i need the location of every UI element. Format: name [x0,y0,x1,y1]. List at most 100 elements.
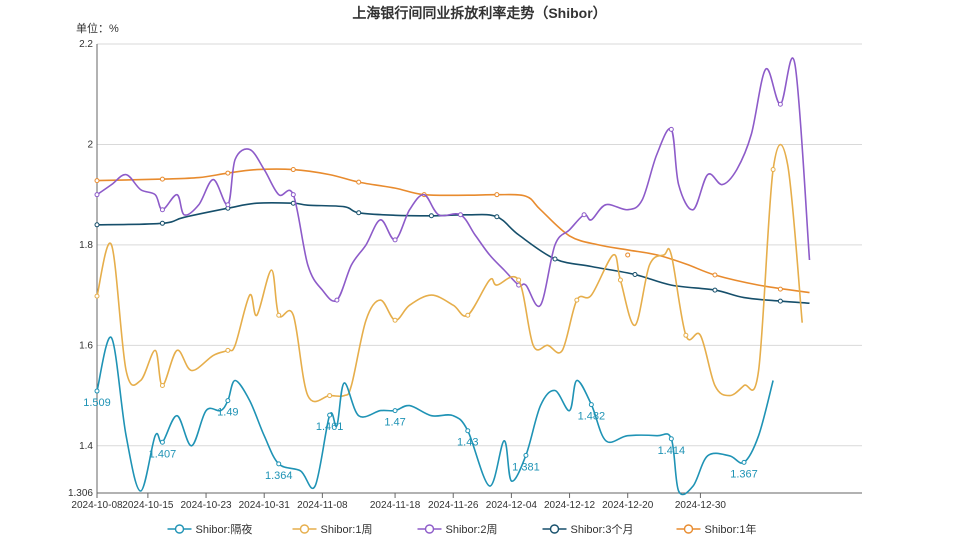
series-group-3 [94,57,811,308]
legend-item-3: Shibor:2周 [417,523,498,536]
data-point [94,178,100,184]
data-point [327,393,333,399]
legend-label: Shibor:隔夜 [196,522,253,536]
data-point [494,192,500,198]
data-point [94,222,100,228]
series-group-4 [94,200,810,304]
data-point [392,317,398,323]
data-point [225,398,231,404]
y-tick-label: 1.306 [68,488,93,499]
x-tick-label: 2024-12-20 [602,500,654,511]
data-point [94,192,100,198]
series-line-5 [96,168,810,294]
data-point [94,388,100,394]
series-group-5 [94,167,810,294]
y-tick-label: 1.8 [79,240,93,251]
data-point [552,256,558,262]
data-point [777,286,783,292]
data-point [494,214,500,220]
x-tick-label: 2024-12-30 [675,500,727,511]
data-label: 1.381 [512,461,540,473]
data-point [225,170,231,176]
data-label: 1.43 [457,437,478,449]
data-point [159,220,165,226]
data-point [632,272,638,278]
data-point [668,436,674,442]
series-group-1: 1.509 1.407 1.49 1.364 1.461 1.47 1.43 1.381 1.4… [83,336,774,496]
data-point [392,408,398,414]
data-point [392,237,398,243]
x-tick-label: 2024-11-26 [428,500,479,511]
legend-item-1: Shibor:隔夜 [167,522,253,536]
data-point [159,439,165,445]
y-tick-label: 1.6 [79,340,93,351]
data-label: 1.367 [730,468,758,480]
data-point [683,332,689,338]
legend-label: Shibor:3个月 [571,523,634,536]
data-point [625,252,631,258]
data-point [458,212,463,218]
legend-label: Shibor:2周 [446,523,498,536]
unit-label: 单位：% [76,23,119,35]
chart-title: 上海银行间同业拆放利率走势（Shibor） [352,5,607,21]
data-point [327,412,333,418]
series-line-4 [96,201,810,304]
x-tick-label: 2024-12-04 [486,500,538,511]
x-tick-label: 2024-10-31 [239,500,291,511]
data-point [581,212,587,218]
data-point [356,179,362,185]
data-point [588,402,594,408]
data-point [428,213,434,219]
legend-swatch-marker [683,524,694,534]
data-point [712,287,718,293]
y-tick-label: 2 [87,139,93,150]
data-label: 1.461 [316,421,344,433]
data-label: 1.364 [265,470,293,482]
data-point [712,272,718,278]
legend-swatch-marker [549,524,560,534]
y-tick-label: 1.4 [79,441,93,452]
data-point [668,126,674,132]
data-label: 1.49 [217,407,238,419]
y-tick-label: 2.2 [79,39,93,50]
data-label: 1.407 [149,448,177,460]
series-line-1 [96,336,774,496]
data-point [334,297,340,303]
data-label: 1.414 [658,445,686,457]
data-point [777,298,783,304]
series-line-3 [96,57,811,308]
legend-item-4: Shibor:3个月 [542,523,634,536]
data-point [465,312,471,318]
data-label: 1.509 [83,397,111,409]
legend-item-2: Shibor:1周 [292,523,373,536]
x-tick-label: 2024-10-15 [122,500,174,511]
data-point [523,452,529,458]
data-label: 1.482 [578,411,606,423]
data-point [741,459,747,465]
data-point [356,210,362,216]
legend-label: Shibor:1周 [321,523,373,536]
data-point [94,293,100,299]
legend-swatch-marker [299,524,310,534]
data-point [159,207,165,213]
data-point [225,347,231,353]
data-point [770,167,776,173]
x-tick-label: 2024-11-08 [297,500,348,511]
data-point [290,167,296,173]
data-point [159,176,165,182]
legend-label: Shibor:1年 [705,522,757,536]
data-point [777,101,783,107]
data-label: 1.47 [384,417,405,429]
x-tick-label: 2024-10-23 [180,500,232,511]
data-point [290,192,296,198]
data-point [516,277,522,283]
legend-swatch-marker [174,524,185,534]
data-point [225,202,231,208]
x-tick-label: 2024-10-08 [71,500,123,511]
data-point [617,277,623,283]
data-point [276,312,282,318]
data-point [465,428,471,434]
series-line-2 [96,144,803,403]
